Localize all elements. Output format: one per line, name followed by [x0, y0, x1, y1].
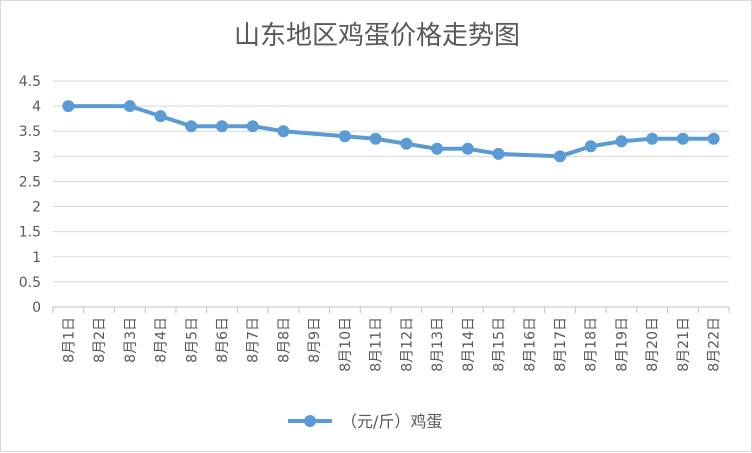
chart-title: 山东地区鸡蛋价格走势图	[234, 21, 520, 51]
legend-point-marker	[304, 415, 316, 427]
x-tick-label: 8月18日	[584, 317, 600, 372]
x-tick-label: 8月15日	[492, 317, 508, 372]
x-tick-label: 8月14日	[461, 317, 477, 372]
data-point	[216, 120, 228, 133]
data-point	[554, 150, 566, 163]
x-tick-label: 8月16日	[522, 317, 538, 372]
y-tick-label: 3.5	[19, 124, 41, 140]
y-tick-label: 4	[32, 99, 41, 115]
data-point	[123, 100, 136, 113]
y-tick-label: 2	[32, 200, 41, 216]
axes: 0 0.5 1 1.5 2 2.5 3 3.5 4 4.5 8月1日 8月2日 8月3日 8月4日 8月5日…	[19, 74, 730, 372]
x-tick-label: 8月4日	[154, 317, 170, 363]
x-tick-label: 8月6日	[215, 317, 231, 363]
data-point	[584, 140, 597, 153]
data-point	[246, 120, 259, 133]
data-point	[615, 135, 628, 148]
x-tick-label: 8月17日	[553, 317, 569, 372]
data-point	[676, 132, 689, 145]
x-tick-label: 8月13日	[430, 317, 446, 372]
x-tick-label: 8月9日	[307, 317, 323, 363]
data-point	[646, 132, 659, 145]
y-tick-label: 1	[32, 250, 41, 266]
legend: （元/斤）鸡蛋	[288, 412, 442, 431]
x-tick-label: 8月8日	[276, 317, 292, 363]
x-tick-label: 8月22日	[707, 317, 723, 372]
data-point	[338, 130, 351, 143]
y-tick-label: 4.5	[19, 74, 41, 90]
data-point	[369, 132, 382, 145]
data-point	[461, 142, 474, 155]
legend-series-label: （元/斤）鸡蛋	[341, 412, 442, 431]
x-tick-label: 8月1日	[61, 317, 77, 363]
x-tick-label: 8月2日	[92, 317, 108, 363]
gridlines	[53, 80, 729, 308]
x-tick-label: 8月20日	[645, 317, 661, 372]
data-point	[154, 110, 167, 123]
x-tick-label: 8月3日	[123, 317, 139, 363]
data-point	[492, 147, 505, 160]
data-point	[277, 125, 290, 138]
x-tick-label: 8月21日	[676, 317, 692, 372]
y-tick-label: 2.5	[19, 174, 41, 190]
data-point	[707, 132, 720, 145]
data-point	[431, 142, 444, 155]
y-tick-label: 1.5	[19, 225, 41, 241]
data-point	[62, 100, 75, 113]
data-point	[400, 137, 413, 150]
x-tick-label: 8月5日	[184, 317, 200, 363]
x-tick-label: 8月19日	[614, 317, 630, 372]
x-tick-label: 8月10日	[338, 317, 354, 372]
data-point	[185, 120, 198, 133]
y-tick-label: 0.5	[19, 275, 41, 291]
y-tick-label: 3	[32, 149, 41, 165]
x-tick-label: 8月11日	[369, 317, 385, 372]
y-tick-label: 0	[32, 300, 41, 316]
series-layer	[62, 100, 720, 163]
x-tick-label: 8月12日	[399, 317, 415, 372]
x-tick-label: 8月7日	[246, 317, 262, 363]
